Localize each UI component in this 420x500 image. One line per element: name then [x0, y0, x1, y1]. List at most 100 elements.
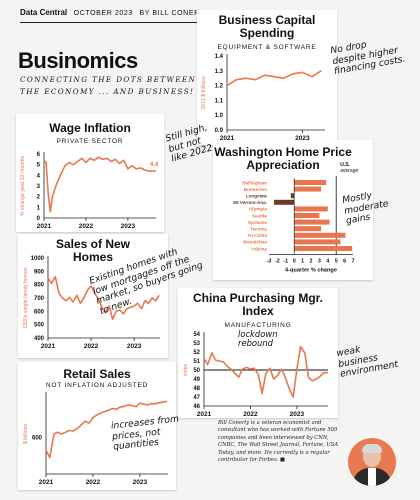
x-tick-label: 2023: [127, 343, 142, 350]
x-tick-label: -1: [283, 259, 288, 265]
x-tick-label: -3: [267, 259, 272, 265]
y-tick-label: 6: [37, 152, 41, 158]
y-tick-label: 51: [193, 359, 200, 365]
x-axis-label: 4-quarter % change: [285, 268, 337, 274]
y-tick-label: 1: [37, 205, 41, 211]
x-tick-label: 7: [352, 259, 355, 265]
y-tick-label: 1.0: [215, 113, 224, 119]
y-tick-label: 800: [34, 283, 45, 289]
byline: BY BILL CONERLY: [139, 10, 210, 17]
bar-yakima: [294, 246, 353, 251]
y-tick-label: 49: [193, 377, 200, 383]
y-axis-label: 2012 $ trillions: [201, 76, 207, 110]
china-title: China Purchasing Mgr. Index: [192, 291, 324, 318]
y-tick-label: 600: [34, 309, 45, 315]
x-tick-label: -2: [275, 259, 280, 265]
retail-series-line: [45, 400, 168, 459]
y-tick-label: 4: [37, 173, 41, 179]
retail-sales-card: Retail Sales NOT INFLATION ADJUSTED 600 2…: [18, 362, 176, 490]
wage-title: Wage Inflation: [49, 121, 131, 135]
x-tick-label: 2021: [197, 411, 212, 418]
category-label: Bellingham: [242, 180, 267, 185]
capital-spending-card: Business Capital Spending EQUIPMENT & SO…: [197, 10, 337, 145]
y-tick-label: 54: [193, 332, 200, 338]
bar-tacoma: [294, 226, 322, 232]
china-series-line: [203, 345, 328, 398]
y-tick-label: 1.2: [215, 84, 224, 90]
category-label: Yakima: [251, 246, 267, 251]
x-tick-label: 2022: [243, 411, 258, 418]
y-tick-label: 47: [193, 395, 200, 401]
capital-annotation: No drop despite higher financing costs.: [329, 39, 407, 78]
category-label: Tri-Cities: [247, 233, 267, 238]
y-tick-label: 52: [193, 350, 200, 356]
china-pmi-card: China Purchasing Mgr. Index MANUFACTURIN…: [178, 288, 338, 418]
wage-series-line: [43, 156, 156, 213]
bar-wenatchee: [294, 239, 341, 245]
retail-chart: 600 2021 2022 2023 $ billions: [23, 392, 168, 486]
wage-chart: 0 1 2 3 4 5 6 2021 2022 2023 % change year 12 mont…: [20, 152, 159, 230]
author-avatar: [348, 438, 396, 486]
column-brand: Businomics: [18, 48, 138, 73]
wage-inflation-card: Wage Inflation PRIVATE SECTOR 0 1 2 3 4 5 6 202…: [16, 114, 164, 232]
china-chart: 46 47 48 49 50 51 52 53 54 2021 2022 2023 index: [183, 332, 328, 418]
y-tick-label: 0: [37, 216, 41, 222]
y-tick-label: 3: [37, 184, 41, 190]
x-tick-label: 2023: [295, 135, 310, 142]
y-axis-label: index: [183, 363, 189, 376]
section-name: Data Central: [20, 8, 68, 17]
category-label: Bremerton: [244, 187, 267, 192]
bar-seattle: [294, 213, 320, 218]
bar-bremerton: [294, 186, 322, 192]
y-axis-label: % change year 12 months: [20, 155, 26, 216]
china-subtitle: MANUFACTURING: [224, 322, 292, 329]
x-tick-label: 2023: [290, 411, 305, 418]
x-tick-label: 2022: [86, 479, 101, 486]
bar-spokane: [294, 219, 330, 225]
category-label: Wenatchee: [243, 240, 268, 245]
masthead-line: Data Central OCTOBER 2023 BY BILL CONERL…: [20, 8, 209, 17]
china-lockdown-annotation: lockdown rebound: [238, 329, 278, 349]
y-tick-label: 400: [34, 336, 45, 342]
capital-series-line: [226, 70, 322, 87]
homes-series-line: [47, 275, 160, 321]
homes-chart: 400 500 600 700 800 900 1000 2021 2022 2023 1000s …: [23, 256, 160, 350]
data-label: 4.4: [150, 162, 159, 168]
y-tick-label: 1.3: [215, 69, 224, 75]
capital-subtitle: EQUIPMENT & SOFTWARE: [217, 44, 317, 51]
y-tick-label: 1.4: [215, 54, 224, 60]
bar-mt-vernon-ana-: [274, 199, 295, 205]
x-tick-label: 2023: [121, 223, 136, 230]
bar-longview: [290, 193, 295, 199]
x-tick-label: 4: [326, 259, 329, 265]
retail-title: Retail Sales: [63, 367, 131, 381]
column-tagline: CONNECTING THE DOTS BETWEEN THE ECONOMY …: [20, 75, 197, 96]
y-tick-label: 700: [34, 296, 45, 302]
category-label: Seattle: [252, 213, 268, 218]
wage-subtitle: PRIVATE SECTOR: [56, 138, 124, 145]
washington-annotation: Mostly moderate gains: [341, 189, 390, 227]
bar-olympia: [294, 206, 328, 212]
capital-chart: 0.9 1.0 1.1 1.2 1.3 1.4 2021 2023 2012 $ trillio…: [201, 54, 325, 142]
washington-home-card: Washington Home Price Appreciation U.S. a…: [213, 140, 373, 280]
retail-subtitle: NOT INFLATION ADJUSTED: [45, 382, 149, 389]
category-label: Tacoma: [250, 227, 267, 232]
y-tick-label: 500: [34, 323, 45, 329]
x-tick-label: 2022: [79, 223, 94, 230]
end-mark: ■: [280, 457, 285, 464]
y-axis-label: 1000s single family homes: [23, 267, 29, 329]
x-tick-label: 6: [343, 259, 346, 265]
us-average-label-1: U.S.: [340, 162, 350, 168]
category-label: Spokane: [248, 220, 268, 225]
x-tick-label: 2022: [84, 343, 99, 350]
bar-bellingham: [294, 180, 327, 185]
x-tick-label: 2021: [220, 135, 235, 142]
y-tick-label: 5: [37, 163, 41, 169]
x-tick-label: 5: [335, 259, 338, 265]
x-tick-label: 2021: [41, 343, 56, 350]
x-tick-label: 2021: [39, 479, 54, 486]
y-tick-label: 900: [34, 269, 45, 275]
y-tick-label: 1000: [31, 256, 45, 262]
y-tick-label: 53: [193, 341, 200, 347]
x-tick-label: 2: [310, 259, 313, 265]
